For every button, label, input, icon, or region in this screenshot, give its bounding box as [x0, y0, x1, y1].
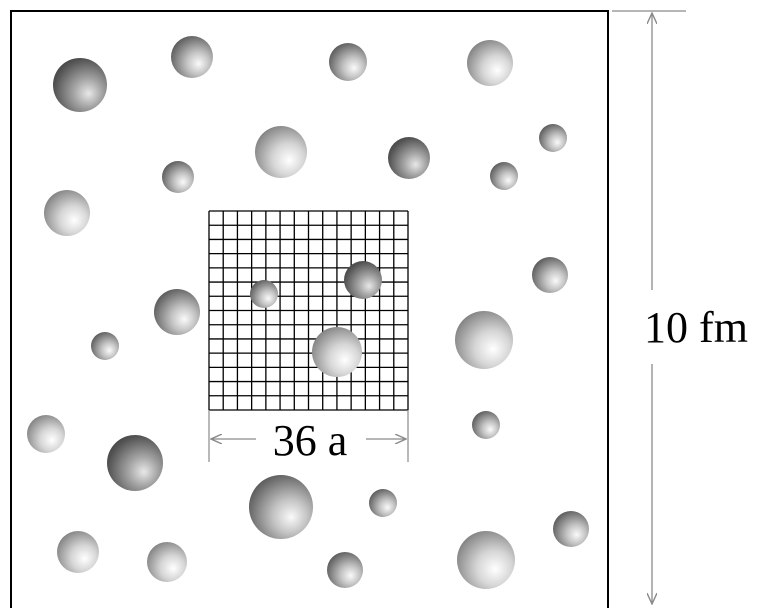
nucleon-sphere: [249, 475, 313, 539]
nucleon-sphere: [154, 289, 200, 335]
nucleon-sphere: [44, 190, 90, 236]
height-label: 10 fm: [644, 303, 748, 352]
nucleon-sphere: [250, 280, 278, 308]
nucleon-sphere: [312, 327, 362, 377]
nucleon-sphere: [162, 161, 194, 193]
nucleon-sphere: [147, 542, 187, 582]
width-label: 36 a: [273, 416, 348, 465]
nucleon-sphere: [472, 411, 500, 439]
nucleon-sphere: [107, 435, 163, 491]
nucleon-sphere: [457, 531, 515, 589]
nucleon-sphere: [467, 40, 513, 86]
nucleon-sphere: [455, 311, 513, 369]
nucleon-sphere: [27, 415, 65, 453]
nucleon-sphere: [53, 58, 107, 112]
nucleon-sphere: [388, 137, 430, 179]
lattice-grid: [208, 210, 409, 411]
nucleon-sphere: [255, 126, 307, 178]
width-dimension: 36 a: [208, 410, 409, 465]
nucleon-sphere: [327, 552, 363, 588]
nucleon-sphere: [369, 489, 397, 517]
nucleon-sphere: [490, 162, 518, 190]
nucleon-sphere: [91, 332, 119, 360]
nucleon-spheres: [27, 36, 589, 589]
nucleon-sphere: [553, 511, 589, 547]
nucleon-sphere: [344, 261, 382, 299]
nucleon-sphere: [57, 531, 99, 573]
height-dimension: 10 fm: [612, 10, 748, 604]
box-frame: [10, 10, 609, 608]
nucleon-sphere: [532, 257, 568, 293]
nucleon-sphere: [171, 36, 213, 78]
nucleon-sphere: [329, 43, 367, 81]
lattice-nucleon-spheres: [250, 261, 382, 377]
nucleon-sphere: [539, 124, 567, 152]
